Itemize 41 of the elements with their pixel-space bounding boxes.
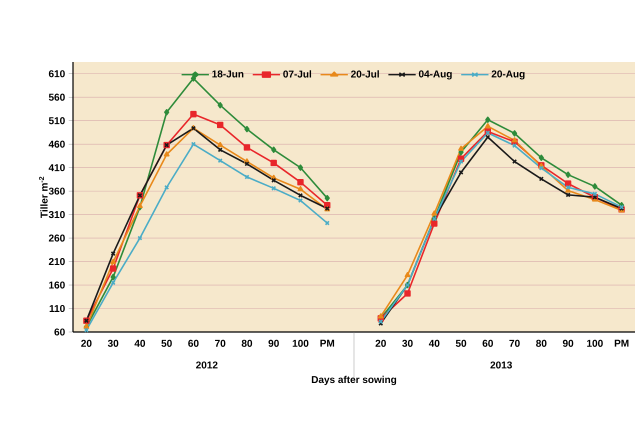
x-tick-label: 30 — [402, 340, 413, 347]
x-tick-label: 40 — [134, 340, 146, 347]
y-tick-label: 310 — [48, 211, 65, 218]
y-tick-label: 510 — [48, 117, 65, 124]
x-tick-label: 100 — [292, 340, 308, 347]
x-tick-label: 50 — [161, 340, 172, 347]
y-tick-label: 360 — [48, 188, 65, 195]
legend-label: 20-Jul — [351, 70, 379, 78]
y-tick-label: 460 — [48, 140, 65, 148]
x-tick-label: 90 — [562, 340, 574, 347]
legend-label: 04-Aug — [418, 70, 452, 80]
legend-label: 07-Jul — [283, 70, 312, 78]
text: 2012 — [196, 361, 218, 369]
x-tick-label: 80 — [536, 340, 546, 347]
x-tick-label: PM — [614, 340, 628, 347]
x-tick-label: 20 — [376, 340, 386, 347]
y-tick-label: 410 — [48, 164, 65, 172]
x-tick-label: 30 — [108, 340, 118, 347]
x-tick-label: 70 — [215, 340, 226, 347]
x-tick-label: 90 — [268, 340, 279, 347]
y-tick-label: 560 — [48, 94, 65, 101]
y-tick-label: 160 — [49, 281, 65, 289]
x-tick-label: 70 — [509, 340, 520, 347]
x-tick-label: 80 — [242, 340, 252, 347]
text: 2013 — [490, 361, 512, 369]
x-tick-label: 40 — [428, 340, 440, 347]
legend-label: 18-Jun — [212, 70, 244, 78]
x-tick-label: 20 — [81, 340, 92, 347]
legend-label: 20-Aug — [492, 70, 525, 80]
x-tick-label: PM — [320, 340, 334, 347]
x-tick-label: 50 — [456, 340, 466, 347]
y-tick-label: 210 — [48, 258, 65, 266]
y-tick-label: 610 — [48, 70, 65, 78]
y-axis-title: Tiller m$^{-2}$ — [39, 176, 48, 218]
x-axis-title: Days after sowing — [312, 376, 396, 386]
y-tick-label: 60 — [54, 328, 65, 336]
y-tick-label: 260 — [48, 234, 65, 242]
x-tick-label: 60 — [482, 340, 493, 347]
x-tick-label: 100 — [587, 340, 603, 347]
x-tick-label: 60 — [188, 340, 199, 347]
y-tick-label: 110 — [50, 304, 65, 312]
